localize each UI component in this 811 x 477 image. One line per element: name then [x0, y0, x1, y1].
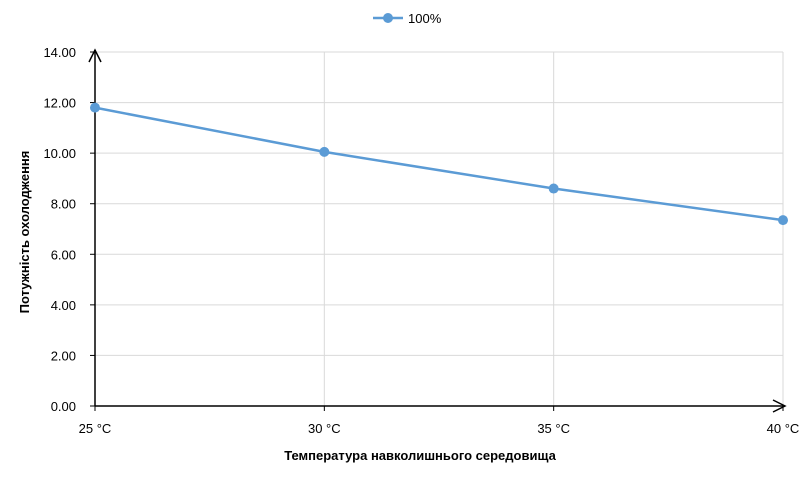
- y-tick-label: 0.00: [51, 399, 76, 414]
- legend-marker-swatch: [383, 13, 393, 23]
- y-tick-label: 12.00: [43, 96, 76, 111]
- y-tick-label: 14.00: [43, 45, 76, 60]
- x-axis-title: Температура навколишнього середовища: [284, 448, 556, 463]
- legend: 100%: [373, 11, 442, 26]
- x-axis-arrowhead: [772, 399, 787, 413]
- y-tick-label: 10.00: [43, 146, 76, 161]
- y-axis-arrowhead: [88, 48, 102, 63]
- y-tick-label: 4.00: [51, 298, 76, 313]
- legend-label: 100%: [408, 11, 442, 26]
- x-tick-label: 35 °C: [537, 421, 570, 436]
- x-tick-label: 30 °C: [308, 421, 341, 436]
- y-axis-title: Потужність охолодження: [17, 151, 32, 314]
- x-tick-label: 25 °C: [79, 421, 112, 436]
- x-tick-label: 40 °C: [767, 421, 800, 436]
- tick-labels: 0.00 2.00 4.00 6.00 8.00 10.00 12.00 14.00 25 °C…: [43, 45, 799, 436]
- series-line: [94, 106, 784, 222]
- data-point: [548, 183, 559, 194]
- y-tick-label: 2.00: [51, 348, 76, 363]
- series-layer: [90, 102, 788, 226]
- axes: [88, 48, 787, 413]
- data-point: [319, 146, 330, 157]
- data-point: [778, 215, 788, 226]
- y-tick-label: 8.00: [51, 197, 76, 212]
- data-point: [90, 102, 100, 113]
- y-tick-label: 6.00: [51, 247, 76, 262]
- grid-lines: [95, 51, 784, 406]
